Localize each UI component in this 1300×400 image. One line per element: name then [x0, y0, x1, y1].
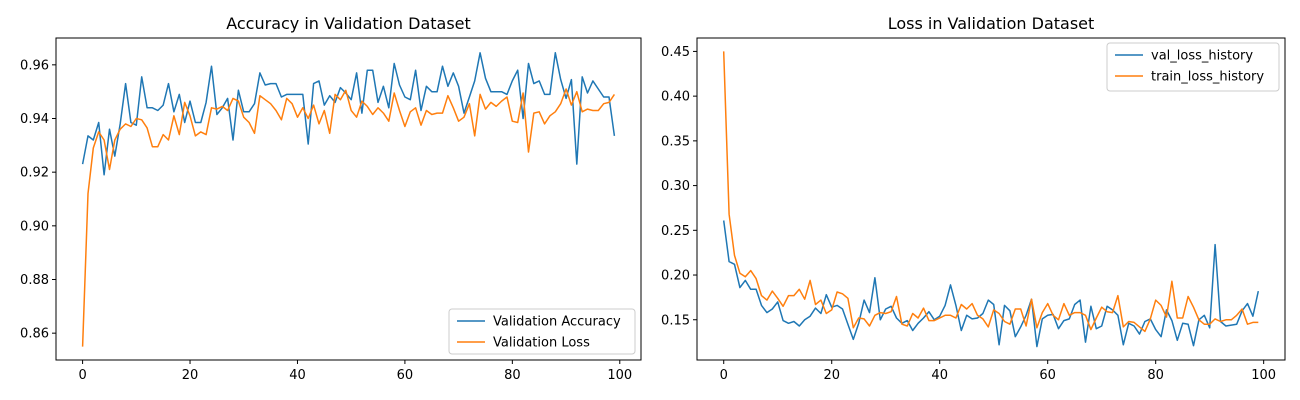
legend-label: val_loss_history	[1151, 49, 1253, 64]
series-line-0	[722, 220, 1260, 348]
series-lines	[81, 52, 616, 347]
y-tick-label: 0.90	[20, 219, 49, 234]
legend-label: Validation Loss	[493, 336, 590, 351]
x-tick-label: 0	[78, 368, 86, 383]
legend: Validation Accuracy Validation Loss	[448, 308, 636, 355]
series-lines	[722, 51, 1260, 348]
chart-title: Accuracy in Validation Dataset	[226, 14, 471, 33]
legend-box	[1106, 42, 1280, 92]
x-tick-label: 20	[182, 368, 199, 383]
series-line-1	[722, 51, 1259, 333]
x-tick-label: 40	[931, 368, 948, 383]
legend-label: Validation Accuracy	[493, 315, 621, 330]
x-tick-label: 80	[1147, 368, 1164, 383]
y-tick-label: 0.15	[661, 313, 690, 328]
accuracy-chart: Accuracy in Validation Dataset 0 20 40 60 80…	[20, 14, 642, 383]
axes: 0 20 40 60 80 100 0.86 0.88 0.90 0.92 0.94 0.96	[20, 58, 632, 383]
y-tick-label: 0.88	[20, 273, 49, 288]
y-tick-label: 0.94	[20, 112, 49, 127]
y-tick-label: 0.40	[661, 90, 690, 105]
y-tick-label: 0.86	[20, 327, 49, 342]
x-tick-label: 100	[1251, 368, 1276, 383]
series-line-0	[81, 52, 616, 176]
x-tick-label: 80	[504, 368, 521, 383]
plot-frame	[696, 37, 1286, 361]
y-tick-label: 0.30	[661, 179, 690, 194]
legend: val_loss_history train_loss_history	[1106, 42, 1280, 92]
x-tick-label: 20	[823, 368, 840, 383]
x-tick-label: 100	[607, 368, 632, 383]
y-tick-label: 0.35	[661, 134, 690, 149]
y-tick-label: 0.96	[20, 58, 49, 73]
axes: 0 20 40 60 80 100 0.15 0.20 0.25 0.30 0.35 0.40 0.45	[661, 45, 1276, 383]
x-tick-label: 60	[1039, 368, 1056, 383]
plot-frame	[55, 37, 642, 361]
x-tick-label: 0	[720, 368, 728, 383]
loss-chart: Loss in Validation Dataset 0 20 40 60 80 1000…	[661, 14, 1286, 383]
legend-box	[448, 308, 636, 355]
legend-label: train_loss_history	[1151, 70, 1264, 85]
y-tick-label: 0.92	[20, 166, 49, 181]
x-tick-label: 40	[289, 368, 306, 383]
x-tick-label: 60	[397, 368, 414, 383]
y-tick-label: 0.45	[661, 45, 690, 60]
chart-title: Loss in Validation Dataset	[888, 14, 1095, 33]
series-line-1	[81, 88, 616, 347]
y-tick-label: 0.20	[661, 269, 690, 284]
y-tick-label: 0.25	[661, 224, 690, 239]
